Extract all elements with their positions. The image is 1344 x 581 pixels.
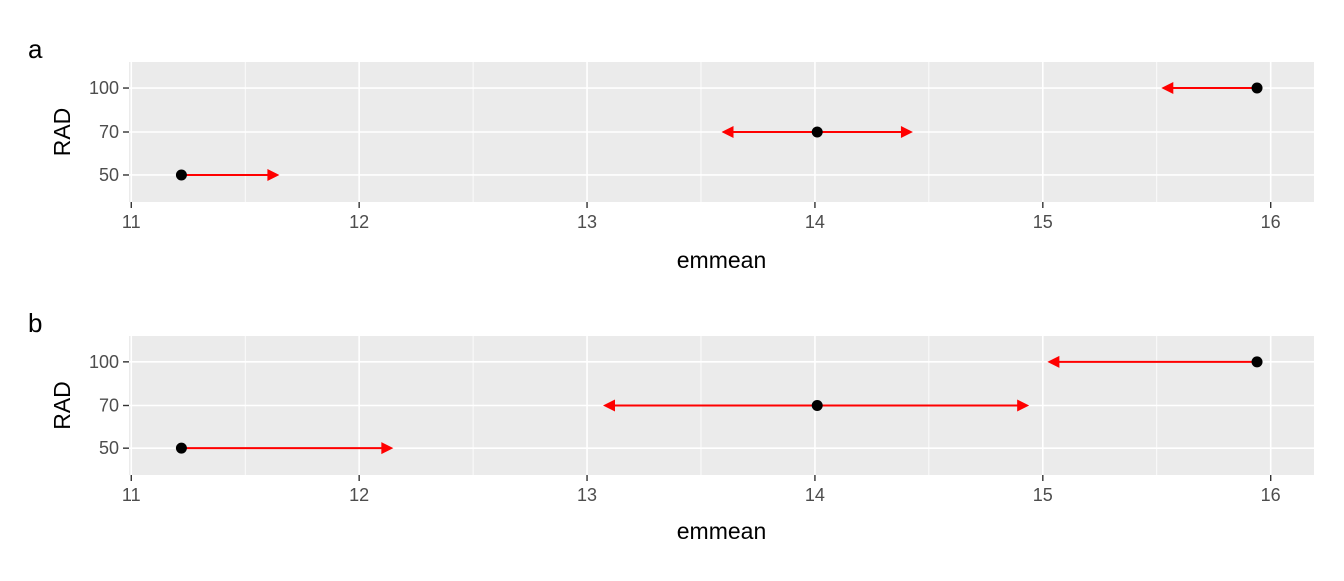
data-point: [811, 126, 823, 138]
x-axis-title: emmean: [677, 247, 766, 273]
arrow-head-left: [721, 126, 734, 138]
arrow-head-right: [1017, 399, 1030, 412]
y-tick-label: 50: [99, 438, 119, 458]
x-tick-label: 11: [122, 485, 141, 505]
x-tick-label: 14: [805, 212, 825, 232]
data-point: [175, 169, 187, 181]
x-tick-label: 13: [577, 212, 597, 232]
data-point: [1251, 82, 1263, 94]
x-tick-label: 15: [1033, 485, 1053, 505]
y-tick-label: 100: [89, 78, 119, 98]
data-point: [1251, 356, 1263, 368]
y-tick-label: 70: [99, 122, 119, 142]
x-axis-title: emmean: [677, 518, 766, 544]
arrow-head-right: [900, 126, 913, 138]
x-tick-label: 14: [805, 485, 825, 505]
x-tick-label: 12: [349, 485, 369, 505]
x-tick-label: 13: [577, 485, 597, 505]
panel-tag: b: [28, 308, 42, 338]
x-tick-label: 15: [1033, 212, 1053, 232]
x-tick-label: 16: [1261, 212, 1281, 232]
arrow-head-right: [381, 442, 394, 455]
arrow-head-left: [603, 399, 615, 412]
chart-panel-a: 11 12 13 14 15 16 50 70 100 a emmean RAD: [28, 34, 1314, 273]
y-axis-title: RAD: [49, 381, 75, 430]
y-axis-title: RAD: [49, 108, 75, 157]
arrow-head-right: [267, 168, 280, 181]
x-tick-label: 11: [122, 212, 141, 232]
chart-panel-b: 11 12 13 14 15 16 50 70 100 b emmean RAD: [28, 308, 1314, 544]
x-tick-label: 12: [349, 212, 369, 232]
arrow-head-left: [1047, 355, 1060, 368]
x-tick-label: 16: [1261, 485, 1281, 505]
y-tick-label: 70: [99, 396, 119, 416]
data-point: [811, 400, 823, 411]
y-tick-label: 100: [89, 352, 119, 372]
arrow-head-left: [1161, 82, 1174, 95]
panel-tag: a: [28, 34, 43, 64]
y-tick-label: 50: [99, 165, 119, 185]
data-point: [175, 442, 187, 454]
